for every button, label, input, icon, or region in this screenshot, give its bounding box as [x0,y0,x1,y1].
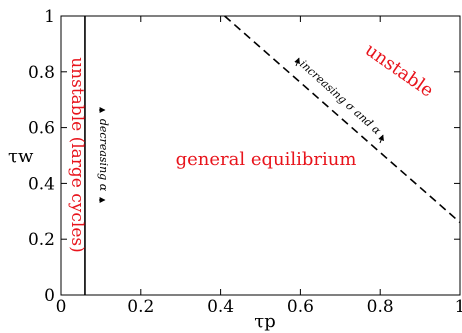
y-tick-label: 0.4 [28,174,55,194]
x-tick-label: 0.2 [127,297,154,317]
series-group [84,15,461,295]
series-dashed-boundary [224,15,461,224]
region-label-center: general equilibrium [176,149,357,170]
y-tick-label: 0.6 [28,119,55,139]
x-tick-labels: 0 0.2 0.4 0.6 0.8 1 [56,297,462,317]
y-tick-label: 0.8 [28,63,55,83]
y-tick-label: 0 [44,286,55,306]
region-label-left: unstable (large cycles) [67,57,87,253]
x-tick-label: 0.8 [367,297,394,317]
x-tick-label: 1 [455,297,462,317]
x-axis-ticks [60,16,461,295]
arrow-diagonal-bottom [378,134,384,144]
region-label-right: unstable [361,39,437,101]
arrow-diagonal-top [294,57,300,67]
plot-frame [60,15,461,296]
arrow-vertical-label: decreasing α [97,119,110,192]
y-axis-ticks [61,15,460,296]
x-tick-label: 0.6 [287,297,314,317]
x-tick-label: 0 [56,297,67,317]
arrow-diagonal-label: increasing σ and α [297,58,384,138]
x-tick-label: 0.4 [207,297,234,317]
y-tick-label: 1 [44,7,55,27]
y-tick-labels: 0 0.2 0.4 0.6 0.8 1 [28,7,55,306]
x-axis-title: τp [254,311,275,332]
y-axis-title: τw [8,146,34,167]
y-tick-label: 0.2 [28,230,55,250]
